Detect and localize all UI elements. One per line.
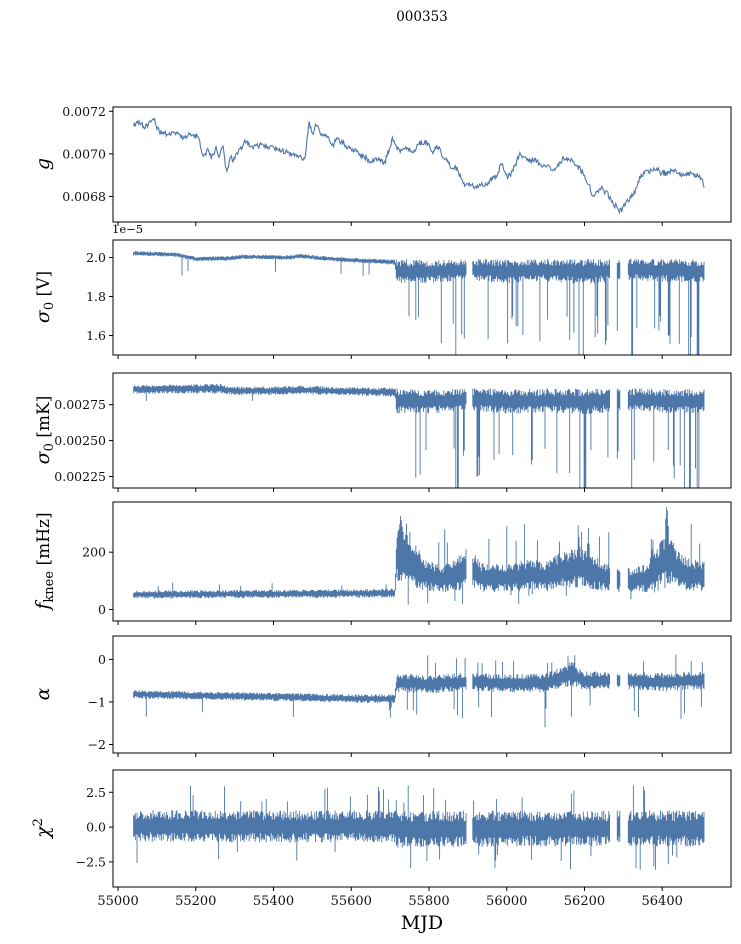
panel-fknee: 0 200 — [82, 501, 732, 625]
svg-text:55400: 55400 — [253, 894, 294, 909]
ylabel-sigma0-mk: σ0 [mK] — [32, 395, 57, 465]
svg-text:56000: 56000 — [486, 894, 527, 909]
svg-text:55000: 55000 — [97, 894, 138, 909]
svg-text:1.8: 1.8 — [86, 289, 106, 304]
svg-text:200: 200 — [82, 545, 106, 560]
svg-text:55200: 55200 — [175, 894, 216, 909]
ylabel-sigma0-v: σ0 [V] — [32, 270, 57, 324]
svg-text:55600: 55600 — [331, 894, 372, 909]
svg-text:56200: 56200 — [564, 894, 605, 909]
panel-sigma0-mK: 0.00225 0.00250 0.00275 — [54, 372, 732, 492]
xaxis-label: MJD — [400, 912, 444, 934]
svg-text:−1: −1 — [88, 694, 106, 709]
svg-text:0: 0 — [98, 602, 106, 617]
svg-text:0.00225: 0.00225 — [54, 469, 106, 484]
panel-alpha: −2 −1 0 — [88, 635, 732, 757]
axis-offset-label: 1e−5 — [112, 222, 144, 236]
svg-text:0.00250: 0.00250 — [54, 433, 106, 448]
svg-text:2.5: 2.5 — [86, 785, 106, 800]
svg-text:0.00275: 0.00275 — [54, 397, 106, 412]
ylabel-sigma0-mk-text: σ — [32, 451, 54, 465]
panel-sigma0-V: 1.6 1.8 2.0 — [86, 239, 732, 359]
panel-g: 0.0068 0.0070 0.0072 — [62, 104, 732, 226]
svg-text:55800: 55800 — [408, 894, 449, 909]
ylabel-chi2: χ2 — [31, 818, 54, 838]
svg-text:0.0072: 0.0072 — [62, 104, 106, 119]
ylabel-fknee: fknee [mHz] — [32, 512, 57, 610]
svg-text:0: 0 — [98, 652, 106, 667]
svg-text:0.0070: 0.0070 — [62, 146, 106, 161]
ylabel-g: g — [31, 158, 57, 170]
svg-text:−2: −2 — [88, 737, 106, 752]
svg-text:2.0: 2.0 — [86, 250, 106, 265]
svg-text:56400: 56400 — [642, 894, 683, 909]
figure-title: 000353 — [396, 9, 448, 25]
ylabel-fknee-text: f — [32, 602, 54, 610]
ylabel-alpha-text: α — [32, 687, 54, 701]
panel-chi2: 55000 55200 55400 55600 55800 56000 56200 56400… — [76, 769, 732, 909]
svg-text:1.6: 1.6 — [86, 328, 106, 343]
ylabel-sigma0-v-text: σ — [32, 310, 54, 324]
svg-text:−2.5: −2.5 — [76, 854, 106, 869]
ylabel-g-text: g — [32, 157, 54, 171]
svg-text:0.0068: 0.0068 — [62, 189, 106, 204]
ylabel-alpha: α — [31, 688, 57, 701]
svg-text:0.0: 0.0 — [86, 820, 106, 835]
ylabel-chi2-text: χ — [32, 826, 54, 838]
